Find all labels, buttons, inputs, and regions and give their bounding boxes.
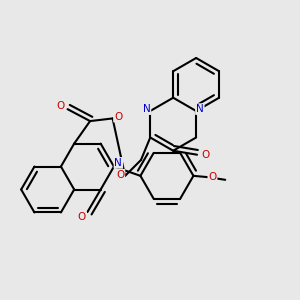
Text: N: N (196, 104, 204, 114)
Text: O: O (114, 112, 122, 122)
Text: N: N (115, 158, 122, 168)
Text: O: O (208, 172, 217, 182)
Text: O: O (56, 101, 64, 111)
Text: O: O (78, 212, 86, 222)
Text: O: O (201, 150, 209, 160)
Text: O: O (116, 170, 124, 180)
Text: N: N (143, 104, 150, 114)
